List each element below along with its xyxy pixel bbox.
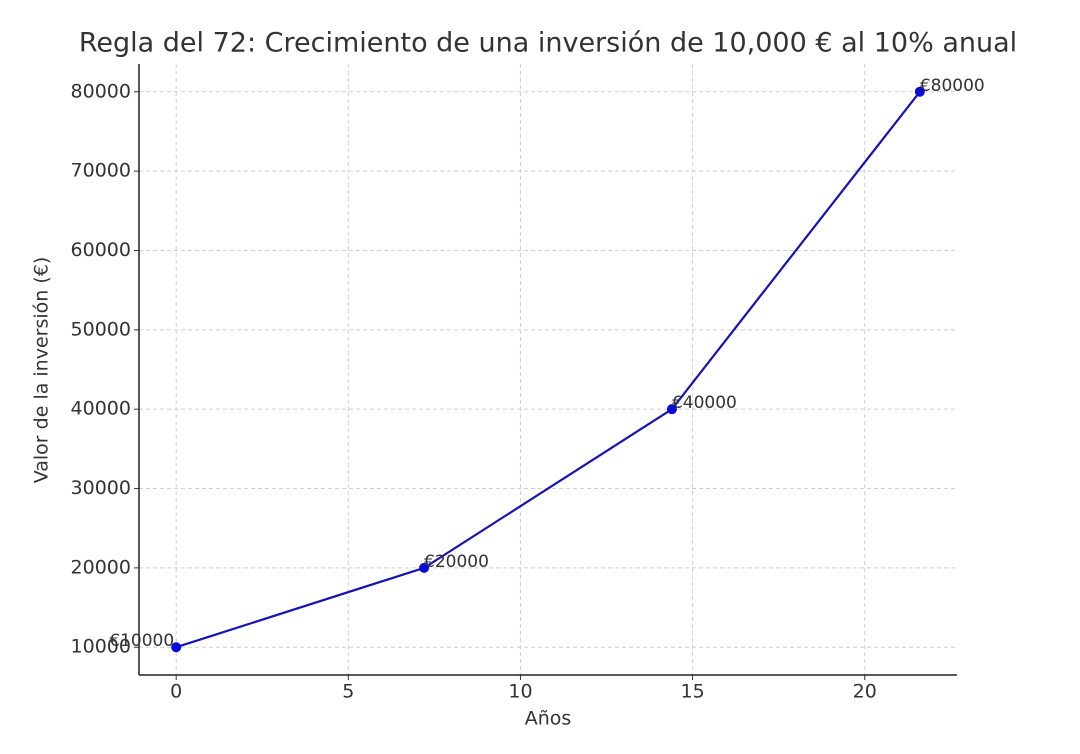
point bbox=[666, 404, 677, 415]
value-label: €40000 bbox=[672, 393, 737, 413]
x-tick-label: 0 bbox=[170, 681, 182, 703]
value-label: €20000 bbox=[424, 552, 489, 572]
y-tick-label: 80000 bbox=[71, 80, 131, 102]
y-tick-label: 30000 bbox=[71, 477, 131, 499]
value-label: €80000 bbox=[920, 76, 985, 96]
point bbox=[914, 86, 925, 97]
y-tick-label: 20000 bbox=[71, 556, 131, 578]
x-tick-label: 5 bbox=[342, 681, 354, 703]
y-tick-label: 70000 bbox=[71, 160, 131, 182]
y-tick-label: 50000 bbox=[71, 318, 131, 340]
y-tick-label: 10000 bbox=[71, 636, 131, 658]
y-axis-label: Valor de la inversión (€) bbox=[31, 257, 53, 484]
chart-title: Regla del 72: Crecimiento de una inversi… bbox=[79, 28, 1017, 59]
x-tick-label: 15 bbox=[681, 681, 705, 703]
y-tick-label: 60000 bbox=[71, 239, 131, 261]
line bbox=[175, 91, 921, 649]
x-axis-label: Años bbox=[525, 708, 572, 730]
y-tick-label: 40000 bbox=[71, 398, 131, 420]
point bbox=[419, 562, 430, 573]
point bbox=[171, 642, 182, 653]
x-tick-label: 20 bbox=[853, 681, 877, 703]
value-label: €10000 bbox=[109, 631, 174, 651]
x-tick-label: 10 bbox=[508, 681, 532, 703]
